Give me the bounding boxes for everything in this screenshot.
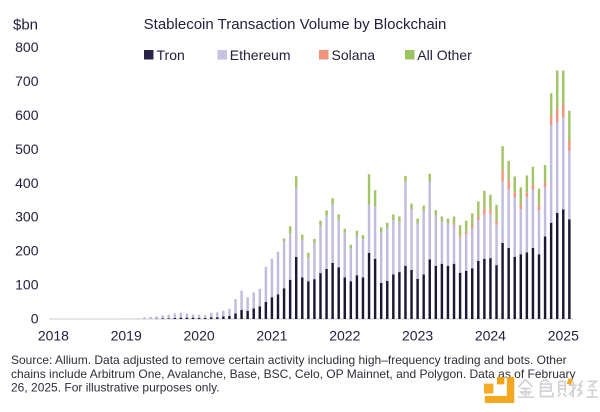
svg-text:$bn: $bn (13, 17, 38, 34)
svg-text:500: 500 (15, 141, 39, 157)
svg-text:All Other: All Other (417, 47, 472, 63)
svg-text:Ethereum: Ethereum (230, 47, 291, 63)
svg-text:200: 200 (15, 243, 39, 259)
svg-text:26, 2025. For illustrative pur: 26, 2025. For illustrative purposes only… (11, 381, 220, 395)
svg-text:2020: 2020 (184, 328, 215, 344)
svg-text:2018: 2018 (38, 328, 69, 344)
svg-text:Solana: Solana (332, 47, 376, 63)
svg-text:100: 100 (15, 277, 39, 293)
svg-text:600: 600 (15, 107, 39, 123)
svg-text:2021: 2021 (256, 328, 287, 344)
svg-text:2023: 2023 (402, 328, 433, 344)
svg-text:400: 400 (15, 175, 39, 191)
svg-text:2025: 2025 (548, 328, 579, 344)
svg-text:700: 700 (15, 73, 39, 89)
svg-text:2022: 2022 (329, 328, 360, 344)
svg-text:Source: Allium. Data adjusted: Source: Allium. Data adjusted to remove … (11, 353, 567, 367)
svg-text:chains include Arbitrum One, A: chains include Arbitrum One, Avalanche, … (11, 367, 576, 381)
svg-text:2019: 2019 (111, 328, 142, 344)
svg-text:Stablecoin Transaction Volume: Stablecoin Transaction Volume by Blockch… (144, 16, 447, 33)
svg-text:0: 0 (31, 311, 39, 327)
svg-text:300: 300 (15, 209, 39, 225)
svg-text:800: 800 (15, 39, 39, 55)
svg-text:2024: 2024 (475, 328, 506, 344)
svg-text:Tron: Tron (157, 47, 185, 63)
